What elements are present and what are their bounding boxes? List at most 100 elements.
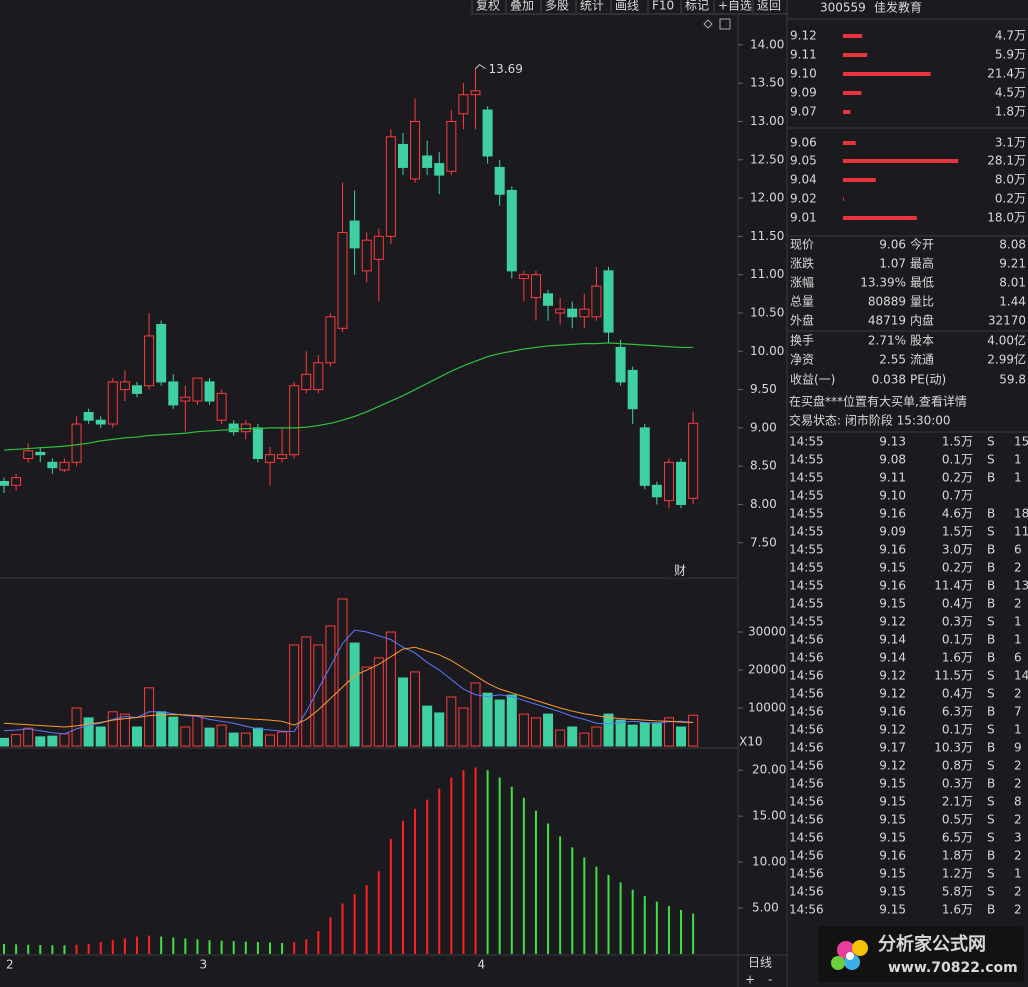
trade-side: S [987,813,995,827]
volume-bar [446,696,457,747]
candle-body [349,220,360,249]
indicator-bar [389,839,392,954]
toolbar-button[interactable]: 复权 [476,0,500,13]
candle-body [663,461,674,502]
book-bar [843,91,862,95]
indicator-bar [510,786,513,954]
trade-price: 9.14 [879,651,906,665]
book-volume: 18.0万 [987,211,1026,225]
icon[interactable] [719,18,731,30]
book-price: 9.05 [790,154,817,168]
y-tick-label: 12.00 [750,191,784,205]
candle-body [603,270,614,333]
book-bar [843,178,876,182]
trade-count: 8 [1014,795,1022,809]
trade-time: 14:56 [789,831,824,845]
trade-volume: 0.1万 [942,453,973,467]
toolbar-button[interactable]: 画线 [615,0,639,13]
candle-body [373,235,384,260]
toolbar-button[interactable]: 多股 [545,0,569,13]
trade-time: 14:56 [789,867,824,881]
trade-side: B [987,651,995,665]
trade-side: B [987,579,995,593]
quote-value: 2.71% [868,334,906,348]
trade-time: 14:56 [789,903,824,917]
volume-bar [11,734,22,747]
indicator-bar [305,939,308,954]
candle-body [639,427,650,486]
y-tick-label: 11.00 [750,267,784,281]
volume-bar [530,717,541,747]
indicator-bar [160,936,163,954]
candle-body [47,461,58,469]
indicator-bar [607,874,610,954]
trade-time: 14:55 [789,453,824,467]
candle-body [446,120,457,172]
book-price: 9.10 [790,67,817,81]
quote-value: 1.07 [879,257,906,271]
indicator-bar [87,943,90,954]
volume-bar [301,636,312,747]
toolbar-button[interactable]: 返回 [757,0,781,13]
indicator-bar [680,909,683,954]
candle-body [567,308,578,318]
volume-bar [240,732,251,747]
quote-value: 9.06 [879,238,906,252]
indicator-bar [426,799,429,954]
volume-bar [337,598,348,747]
x-tick-label: 2 [6,958,14,972]
volume-bar [204,727,215,747]
trade-price: 9.17 [879,741,906,755]
toolbar-button[interactable]: 叠加 [510,0,534,13]
indicator-bar [99,942,102,954]
quote-label: 总量 [790,295,814,309]
finance-mark[interactable]: 财 [674,564,686,578]
volume-bar [71,707,82,747]
zoom-out[interactable]: - [768,973,772,987]
indicator-bar [172,937,175,954]
indicator-bar [692,913,695,954]
trade-side: S [987,453,995,467]
quote-value: 48719 [868,314,906,328]
notice[interactable]: 在买盘***位置有大买单,查看详情 [789,394,967,409]
toolbar-button[interactable]: 标记 [685,0,709,13]
volume-bar [434,712,445,747]
candle-body [627,369,638,410]
indicator-bar [559,836,562,954]
max-marker [475,63,486,70]
trade-side: S [987,615,995,629]
trade-price: 9.09 [879,525,906,539]
volume-bar [59,733,70,747]
toolbar-button[interactable]: 统计 [580,0,604,13]
volume-bar [361,666,372,747]
logo [831,956,845,970]
y-tick-label: 8.00 [750,497,777,511]
toolbar-button[interactable]: F10 [652,0,674,13]
candle-body [494,166,505,195]
indicator-bar [208,940,211,954]
candle-body [0,480,9,486]
icon[interactable] [703,19,713,29]
trade-count: 11 [1014,525,1028,539]
max-label: 13.69 [489,62,523,76]
quote-label: 最高 [910,256,934,271]
volume-bar [373,657,384,747]
trade-time: 14:55 [789,561,824,575]
indicator-bar [244,941,247,954]
quote-label: 涨跌 [790,256,814,271]
volume-bar [252,727,263,747]
trade-volume: 1.6万 [942,651,973,665]
indicator-bar [281,942,284,954]
zoom-in[interactable]: + [745,973,755,987]
toolbar-button[interactable]: +自选 [718,0,752,13]
indicator-bar [486,770,489,954]
indicator-bar [63,945,66,954]
trade-side: S [987,759,995,773]
volume-bar [95,726,106,747]
indicator-bar [15,944,18,954]
trade-time: 14:56 [789,795,824,809]
trade-volume: 1.2万 [942,867,973,881]
candle-body [530,274,541,299]
